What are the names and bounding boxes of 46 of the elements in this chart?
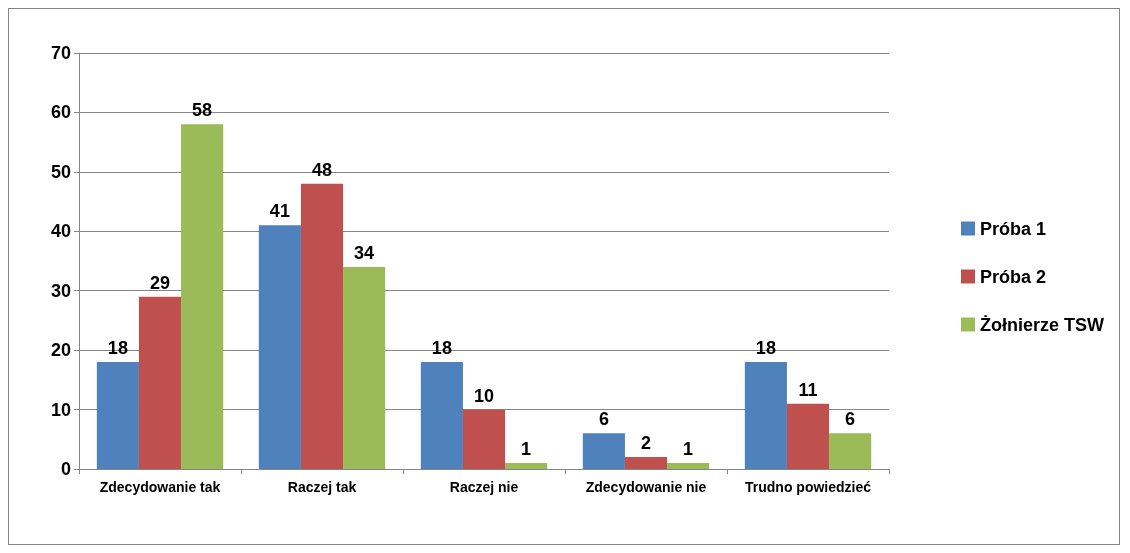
legend-label: Żołnierze TSW xyxy=(980,314,1105,335)
data-label: 58 xyxy=(192,100,213,121)
bar xyxy=(343,266,386,469)
bar xyxy=(462,409,506,469)
legend-label: Próba 1 xyxy=(980,218,1047,239)
x-tick-label: Raczej tak xyxy=(287,479,357,495)
bar xyxy=(667,463,710,469)
y-tick-label: 10 xyxy=(50,399,71,420)
x-tick-label: Trudno powiedzieć xyxy=(744,479,872,495)
y-tick-label: 0 xyxy=(60,459,71,479)
data-label: 29 xyxy=(149,272,171,293)
data-label: 11 xyxy=(798,379,818,400)
y-tick-label: 50 xyxy=(50,161,71,182)
data-label: 6 xyxy=(598,409,609,430)
bar xyxy=(138,296,182,469)
bar xyxy=(786,403,830,469)
bar xyxy=(829,433,872,469)
bar xyxy=(505,463,548,469)
data-label: 6 xyxy=(845,409,856,430)
bar xyxy=(258,225,301,469)
bar xyxy=(300,183,344,469)
data-label: 18 xyxy=(431,338,452,359)
legend-label: Próba 2 xyxy=(980,266,1047,287)
data-label: 41 xyxy=(269,201,290,222)
bar xyxy=(744,362,787,469)
data-label: 18 xyxy=(755,338,776,359)
bar xyxy=(624,457,668,469)
data-label: 48 xyxy=(311,159,333,180)
bar xyxy=(420,362,463,469)
y-tick-label: 40 xyxy=(50,221,71,242)
bar xyxy=(582,433,625,469)
data-label: 34 xyxy=(354,242,375,263)
data-label: 18 xyxy=(107,338,128,359)
data-label: 2 xyxy=(640,433,652,454)
data-label: 1 xyxy=(521,439,532,460)
data-label: 1 xyxy=(683,439,694,460)
y-tick-label: 70 xyxy=(50,43,71,63)
y-tick-label: 60 xyxy=(50,102,71,123)
y-tick-label: 20 xyxy=(50,340,71,361)
y-tick-label: 30 xyxy=(50,280,71,301)
x-tick-label: Zdecydowanie nie xyxy=(585,479,707,495)
x-tick-label: Zdecydowanie tak xyxy=(99,479,221,495)
bar xyxy=(96,362,139,469)
x-tick-label: Raczej nie xyxy=(449,479,519,495)
bar xyxy=(181,124,224,469)
data-label: 10 xyxy=(473,385,495,406)
